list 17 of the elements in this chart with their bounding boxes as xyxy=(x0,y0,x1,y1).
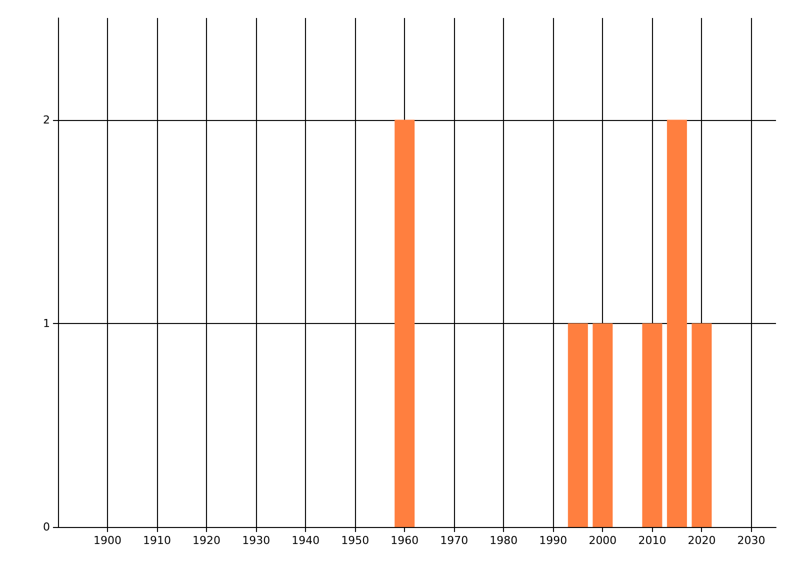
y-tick-label: 1 xyxy=(43,316,50,330)
x-tick-label: 1960 xyxy=(390,534,419,547)
y-tick-label: 0 xyxy=(43,520,50,534)
x-tick-label: 1940 xyxy=(292,534,320,547)
y-tick-label: 2 xyxy=(43,113,50,126)
x-tick-label: 1970 xyxy=(440,534,468,547)
x-tick-label: 2030 xyxy=(737,534,766,547)
x-tick-label: 2000 xyxy=(588,534,617,547)
x-tick-label: 1930 xyxy=(242,534,270,547)
x-tick-label: 2020 xyxy=(688,534,716,547)
x-tick-label: 1990 xyxy=(539,534,568,547)
x-tick-label: 1920 xyxy=(192,534,221,547)
x-tick-label: 2010 xyxy=(638,534,666,547)
x-tick-label: 1910 xyxy=(143,534,172,547)
x-tick-label: 1950 xyxy=(341,534,370,547)
x-tick-label: 1900 xyxy=(94,534,122,547)
x-tick-label: 1980 xyxy=(490,534,518,547)
